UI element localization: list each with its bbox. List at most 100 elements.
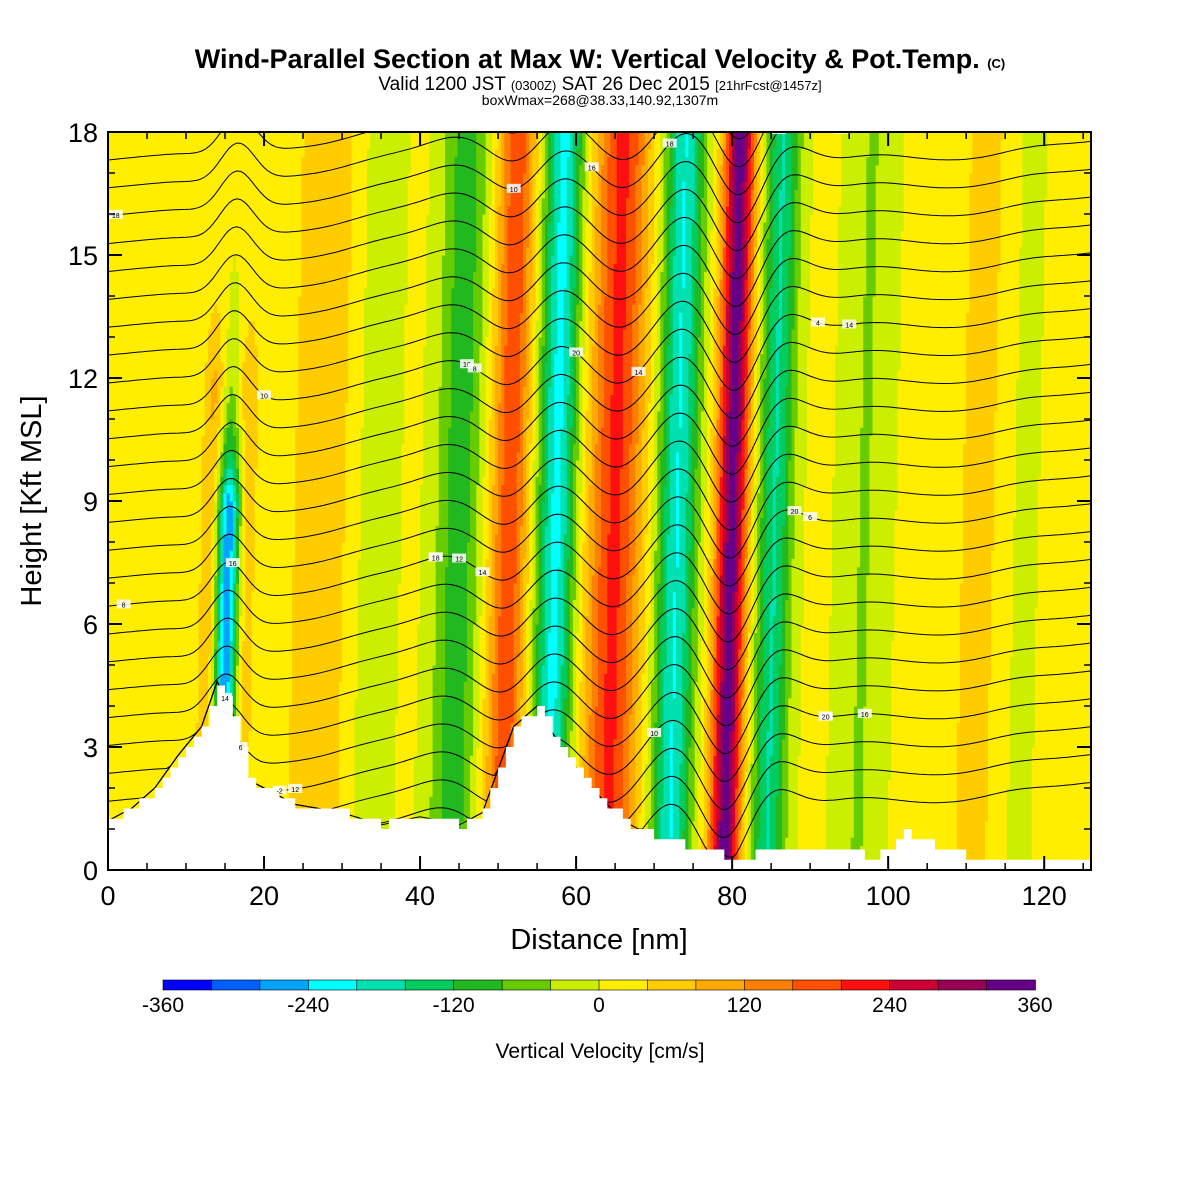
- w-cell: [853, 132, 858, 707]
- w-cell: [607, 132, 612, 158]
- w-cell: [966, 132, 970, 313]
- w-cell: [566, 156, 571, 395]
- w-cell: [647, 148, 652, 404]
- w-cell: [654, 353, 658, 551]
- w-cell: [1012, 132, 1017, 519]
- w-cell: [654, 132, 658, 354]
- w-cell: [420, 484, 424, 870]
- w-cell: [142, 132, 147, 870]
- w-cell: [1072, 132, 1076, 870]
- w-cell: [956, 132, 961, 724]
- w-cell: [822, 132, 827, 870]
- w-cell: [654, 722, 658, 870]
- w-cell: [538, 337, 543, 486]
- w-cell: [1000, 132, 1005, 141]
- w-cell: [685, 132, 690, 158]
- w-cell: [1041, 337, 1045, 870]
- svg-text:8: 8: [473, 366, 477, 373]
- w-cell: [498, 615, 502, 870]
- w-cell: [666, 173, 671, 346]
- w-cell: [416, 624, 421, 870]
- w-cell: [410, 132, 415, 870]
- w-cell: [139, 132, 143, 870]
- w-cell: [797, 287, 802, 756]
- w-cell: [688, 550, 693, 748]
- contour-label: 6: [803, 512, 818, 522]
- w-cell: [223, 533, 228, 822]
- w-cell: [750, 189, 755, 289]
- w-cell: [538, 484, 543, 633]
- w-cell: [788, 132, 793, 256]
- w-cell: [491, 484, 496, 674]
- w-cell: [479, 345, 484, 617]
- w-cell: [741, 181, 746, 322]
- w-cell: [214, 132, 218, 305]
- w-cell: [232, 132, 237, 256]
- w-cell: [710, 230, 714, 428]
- w-cell: [669, 394, 674, 723]
- w-cell: [891, 132, 895, 642]
- w-cell: [1028, 132, 1033, 870]
- w-cell: [232, 648, 237, 723]
- w-cell: [519, 525, 524, 699]
- w-cell: [735, 132, 739, 453]
- w-cell: [738, 648, 743, 740]
- w-cell: [1037, 132, 1042, 478]
- w-cell: [326, 132, 331, 870]
- w-cell: [732, 591, 736, 732]
- w-cell: [501, 484, 505, 870]
- w-cell: [704, 501, 708, 699]
- w-cell: [535, 624, 540, 773]
- w-cell: [835, 345, 839, 870]
- w-cell: [878, 132, 883, 870]
- w-cell: [348, 132, 353, 272]
- w-cell: [226, 427, 231, 453]
- contour-label: 16: [584, 162, 599, 172]
- w-cell: [226, 402, 231, 428]
- contour-label: 16: [225, 558, 240, 568]
- w-cell: [476, 132, 480, 486]
- theta-contour: [108, 336, 1091, 440]
- w-cell: [732, 271, 736, 592]
- w-cell: [604, 673, 608, 870]
- w-cell: [220, 427, 225, 453]
- w-cell: [838, 205, 842, 870]
- w-cell: [501, 132, 505, 264]
- w-cell: [579, 320, 583, 494]
- w-cell: [136, 132, 140, 870]
- w-cell: [217, 427, 221, 461]
- w-cell: [126, 132, 131, 870]
- svg-text:16: 16: [588, 165, 596, 172]
- w-cell: [154, 132, 159, 870]
- w-cell: [569, 427, 574, 576]
- svg-text:10: 10: [510, 187, 518, 194]
- w-cell: [572, 599, 577, 764]
- contour-label: 6: [771, 132, 786, 135]
- w-cell: [167, 132, 172, 870]
- w-cell: [1053, 132, 1058, 870]
- w-cell: [707, 132, 711, 363]
- w-cell: [657, 214, 661, 412]
- w-cell: [195, 132, 200, 724]
- contour-label: 10: [647, 727, 662, 738]
- w-cell: [226, 484, 231, 494]
- w-cell: [298, 296, 303, 870]
- colorbar-swatch: [937, 979, 988, 991]
- w-cell: [729, 164, 733, 272]
- w-cell: [1034, 607, 1039, 870]
- w-cell: [229, 132, 234, 272]
- y-tick-label: 6: [83, 610, 98, 640]
- w-cell: [491, 673, 496, 870]
- w-cell: [210, 517, 215, 633]
- y-tick-label: 9: [83, 487, 98, 517]
- w-cell: [532, 312, 537, 461]
- w-cell: [722, 542, 727, 682]
- colorbar-swatch: [259, 979, 310, 991]
- w-cell: [828, 132, 833, 617]
- w-cell: [766, 730, 771, 870]
- w-cell: [523, 558, 527, 723]
- w-cell: [357, 558, 362, 870]
- theta-contour: [108, 252, 1091, 356]
- w-cell: [560, 427, 565, 666]
- w-cell: [170, 132, 175, 870]
